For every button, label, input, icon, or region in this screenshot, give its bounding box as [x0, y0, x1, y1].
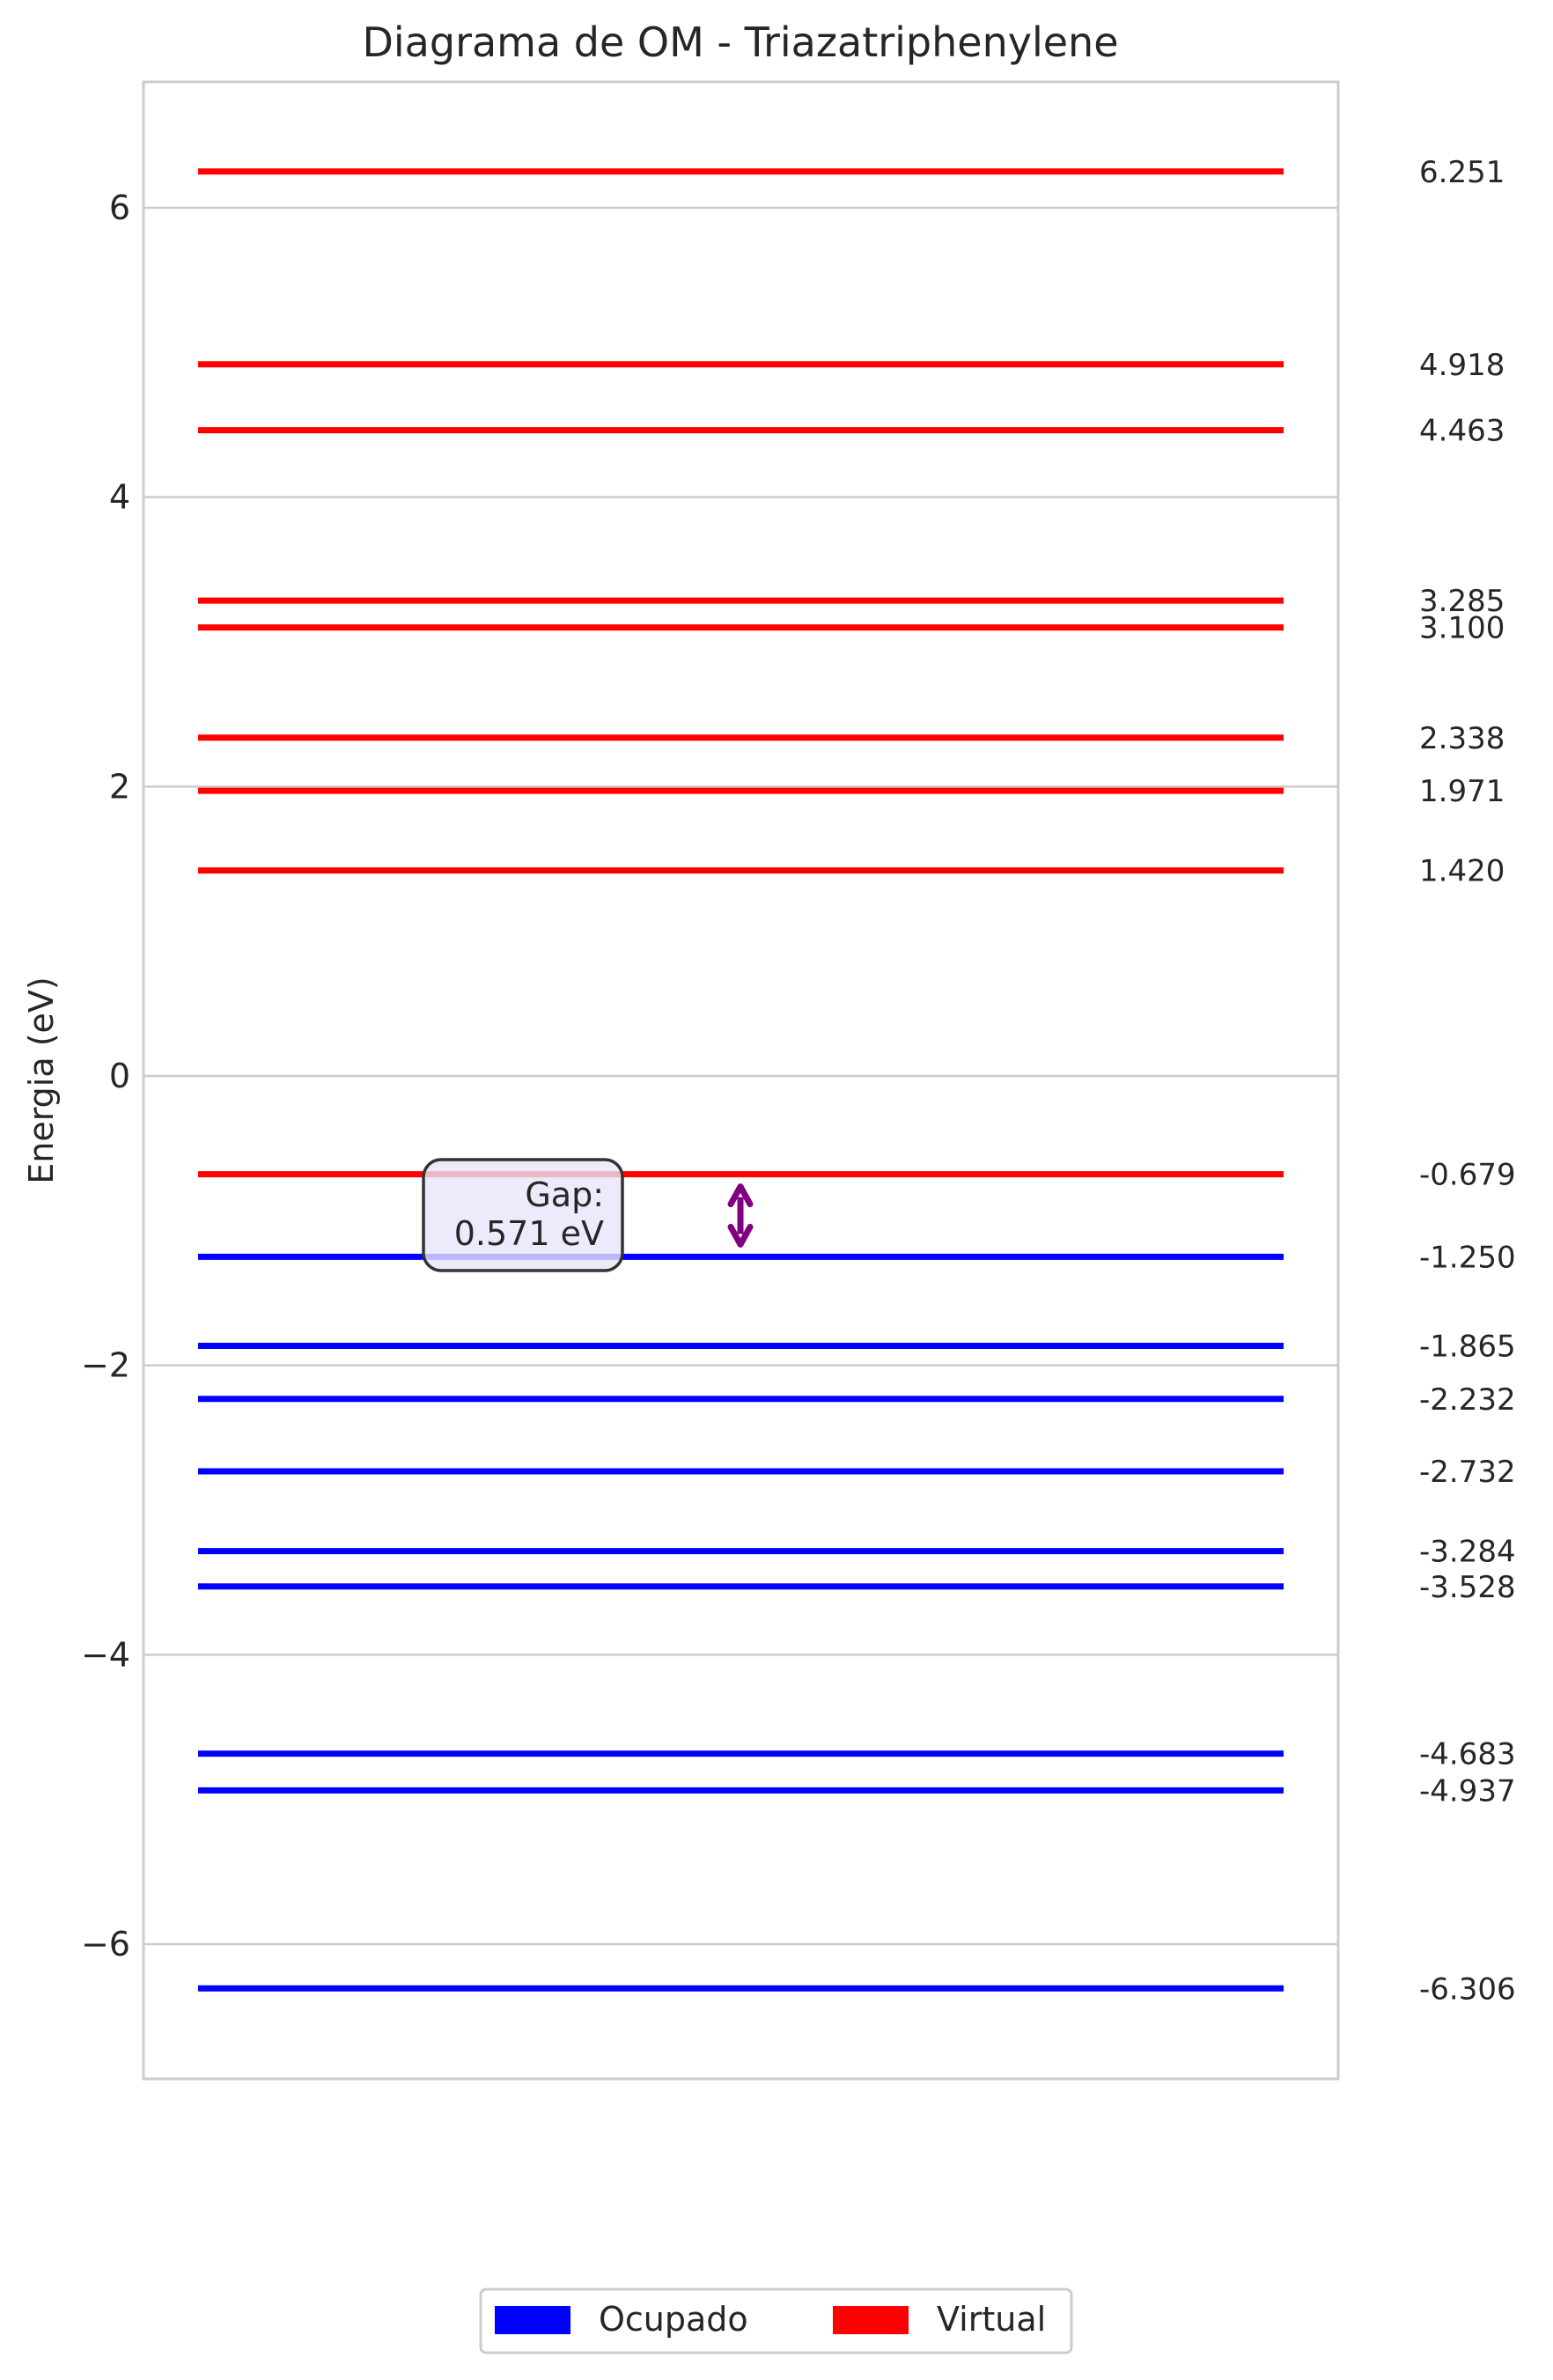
legend-frame — [479, 2288, 1073, 2354]
energy-value-label: 3.100 — [1419, 611, 1505, 646]
legend: Ocupado Virtual — [479, 2288, 1073, 2354]
y-tick-label: 6 — [109, 188, 130, 227]
energy-value-label: -3.528 — [1419, 1570, 1516, 1605]
gap-label-line2: 0.571 eV — [454, 1214, 604, 1253]
energy-value-labels: -1.250 -1.865 -2.232 -2.732 -3.284-3.528 -4.6… — [1419, 155, 1516, 2008]
gap-annotation: Gap: 0.571 eV — [422, 1158, 754, 1272]
gap-arrow-head-down — [727, 1223, 754, 1248]
energy-value-label: -2.732 — [1419, 1455, 1516, 1490]
energy-levels — [198, 168, 1284, 1992]
energy-value-label: 4.463 — [1419, 414, 1505, 449]
legend-swatch-virtual — [833, 2306, 909, 2334]
y-tick-label: 4 — [109, 478, 130, 517]
energy-value-label: -6.306 — [1419, 1971, 1516, 2007]
energy-value-label: -2.232 — [1419, 1382, 1516, 1418]
y-tick-label: −2 — [81, 1346, 130, 1385]
y-tick-label: −4 — [81, 1635, 130, 1674]
gap-label-line1: Gap: — [525, 1175, 604, 1214]
y-tick-label: 2 — [109, 767, 130, 806]
gap-annotation-box — [422, 1158, 624, 1272]
energy-value-label: 1.420 — [1419, 854, 1505, 889]
energy-value-label: -4.937 — [1419, 1773, 1516, 1809]
energy-value-label: 4.918 — [1419, 348, 1505, 383]
energy-value-label: -1.250 — [1419, 1240, 1516, 1275]
y-tick-label: 0 — [109, 1057, 130, 1095]
energy-value-label: -0.679 — [1419, 1158, 1516, 1193]
legend-label-virtual: Virtual — [937, 2300, 1046, 2339]
legend-swatch-ocupado — [495, 2306, 570, 2334]
energy-value-label: 2.338 — [1419, 721, 1505, 756]
energy-value-label: 1.971 — [1419, 774, 1505, 809]
gap-arrow-head-up — [727, 1183, 754, 1208]
y-tick-label: −6 — [81, 1925, 130, 1964]
legend-label-ocupado: Ocupado — [599, 2300, 748, 2339]
energy-value-label: -3.284 — [1419, 1535, 1516, 1570]
energy-value-label: 3.285 — [1419, 584, 1505, 619]
energy-value-label: -4.683 — [1419, 1737, 1516, 1772]
energy-value-label: -1.865 — [1419, 1329, 1516, 1364]
energy-value-label: 6.251 — [1419, 155, 1505, 190]
plot-frame — [142, 80, 1340, 2081]
chart-title: Diagrama de OM - Triazatriphenylene — [362, 18, 1118, 66]
y-tick-labels: −6 −4 −2 0 2 4 6 — [81, 188, 130, 1964]
grid-layer — [144, 206, 1338, 1946]
y-axis-label: Energia (eV) — [22, 976, 61, 1184]
